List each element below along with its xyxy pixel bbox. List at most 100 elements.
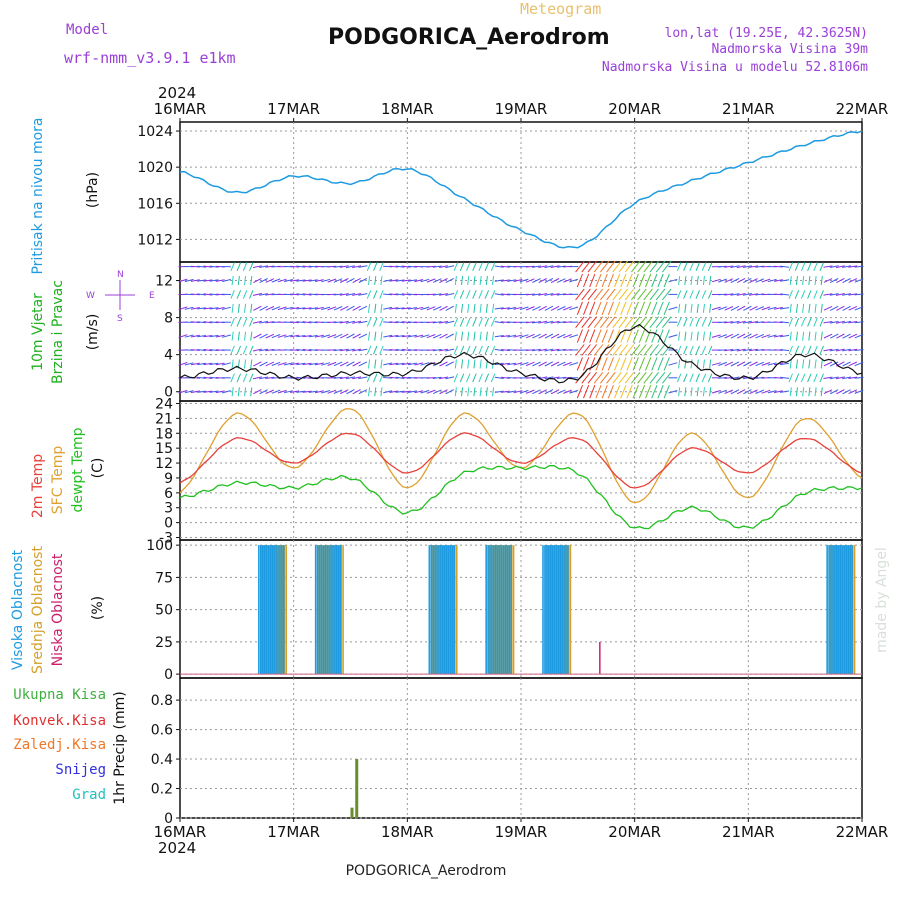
wind-arrow <box>250 359 253 369</box>
wind-arrow <box>466 345 471 355</box>
wind-arrow <box>842 278 851 284</box>
wind-arrow <box>742 293 752 296</box>
y-tick-label: 0.4 <box>151 752 173 768</box>
wind-arrow <box>352 265 362 269</box>
wind-arrow <box>854 349 864 351</box>
wind-arrow <box>432 321 442 324</box>
wind-arrow <box>718 306 727 311</box>
wind-arrow <box>761 389 771 394</box>
wind-arrow <box>454 276 457 286</box>
wind-arrow <box>242 262 248 271</box>
wind-arrow <box>563 334 572 339</box>
wind-arrow <box>595 301 602 315</box>
wind-arrow <box>773 321 783 324</box>
wind-arrow <box>820 387 823 397</box>
wind-arrow <box>333 349 343 352</box>
wind-arrow <box>668 362 678 366</box>
wind-arrow <box>808 276 811 286</box>
cloud-ylabel-mid: Srednja Oblacnost <box>30 546 46 674</box>
wind-arrow <box>632 385 639 399</box>
wind-arrow <box>702 331 705 341</box>
wind-arrow <box>459 290 465 299</box>
wind-arrow <box>513 362 523 366</box>
wind-arrow <box>773 334 783 338</box>
wind-arrow <box>736 361 746 367</box>
wind-arrow <box>479 331 482 341</box>
wind-arrow <box>352 305 361 311</box>
wind-arrow <box>601 273 608 288</box>
wind-arrow <box>472 290 477 299</box>
wind-arrow <box>231 303 234 313</box>
wind-arrow <box>689 317 694 327</box>
wind-arrow <box>389 334 399 338</box>
wind-arrow <box>478 290 483 299</box>
wind-arrow <box>472 373 477 383</box>
wind-arrow <box>690 303 693 313</box>
wind-arrow <box>773 306 783 310</box>
wind-arrow <box>678 276 681 286</box>
wind-arrow <box>668 390 678 394</box>
wind-arrow <box>401 265 411 268</box>
wind-arrow <box>209 293 219 296</box>
wind-arrow <box>271 361 281 366</box>
wind-arrow <box>730 389 740 395</box>
wind-arrow <box>230 345 235 355</box>
wind-arrow <box>352 348 362 352</box>
wind-arrow <box>432 306 442 311</box>
wind-arrow <box>209 334 219 338</box>
wind-arrow <box>333 389 343 394</box>
wind-arrow <box>389 376 399 379</box>
temp-ylabel-unit: (C) <box>90 458 106 479</box>
wind-arrow <box>345 320 356 324</box>
wind-arrow <box>500 376 511 379</box>
wind-arrow <box>593 344 604 356</box>
wind-arrow <box>689 345 694 355</box>
wind-arrow <box>637 316 647 329</box>
wind-arrow <box>467 331 470 341</box>
y-tick-label: 1012 <box>137 232 173 248</box>
wind-arrow <box>352 361 361 367</box>
wind-arrow <box>277 278 287 283</box>
wind-arrow <box>814 387 817 397</box>
wind-arrow <box>802 359 805 369</box>
wind-arrow <box>663 273 670 288</box>
wind-arrow <box>736 389 746 395</box>
wind-arrow <box>676 345 682 355</box>
wind-arrow <box>490 317 496 327</box>
wind-arrow <box>345 293 356 296</box>
wind-arrow <box>583 385 590 399</box>
wind-arrow <box>473 276 476 286</box>
wind-arrow <box>651 329 658 343</box>
wind-arrow <box>755 376 765 379</box>
wind-arrow <box>445 320 455 324</box>
wind-ylabel-unit: (m/s) <box>85 314 101 351</box>
wind-arrow <box>383 265 393 268</box>
wind-arrow <box>632 301 639 315</box>
wind-arrow <box>637 371 647 384</box>
y-tick-label: 0.8 <box>151 693 173 709</box>
wind-arrow <box>802 331 805 341</box>
dewpt-temp-line <box>179 464 863 530</box>
wind-arrow <box>835 376 845 380</box>
wind-arrow <box>807 345 812 355</box>
wind-arrow <box>607 357 614 371</box>
wind-arrow <box>632 357 639 371</box>
wind-arrow <box>296 362 306 366</box>
wind-arrow <box>197 362 207 366</box>
wind-arrow <box>643 316 653 329</box>
wind-arrow <box>802 387 805 397</box>
wind-arrow <box>296 390 306 393</box>
wind-arrow <box>724 293 734 296</box>
wind-arrow <box>346 389 355 395</box>
wind-arrow <box>576 301 583 315</box>
wind-arrow <box>525 361 535 367</box>
wind-arrow <box>283 362 293 366</box>
wind-arrow <box>253 389 262 395</box>
wind-arrow <box>807 290 812 299</box>
wind-arrow <box>538 320 548 324</box>
wind-arrow <box>576 329 583 343</box>
wind-arrow <box>439 265 448 268</box>
wind-arrow <box>767 390 777 394</box>
wind-arrow <box>414 279 424 283</box>
wind-arrow <box>538 265 548 268</box>
